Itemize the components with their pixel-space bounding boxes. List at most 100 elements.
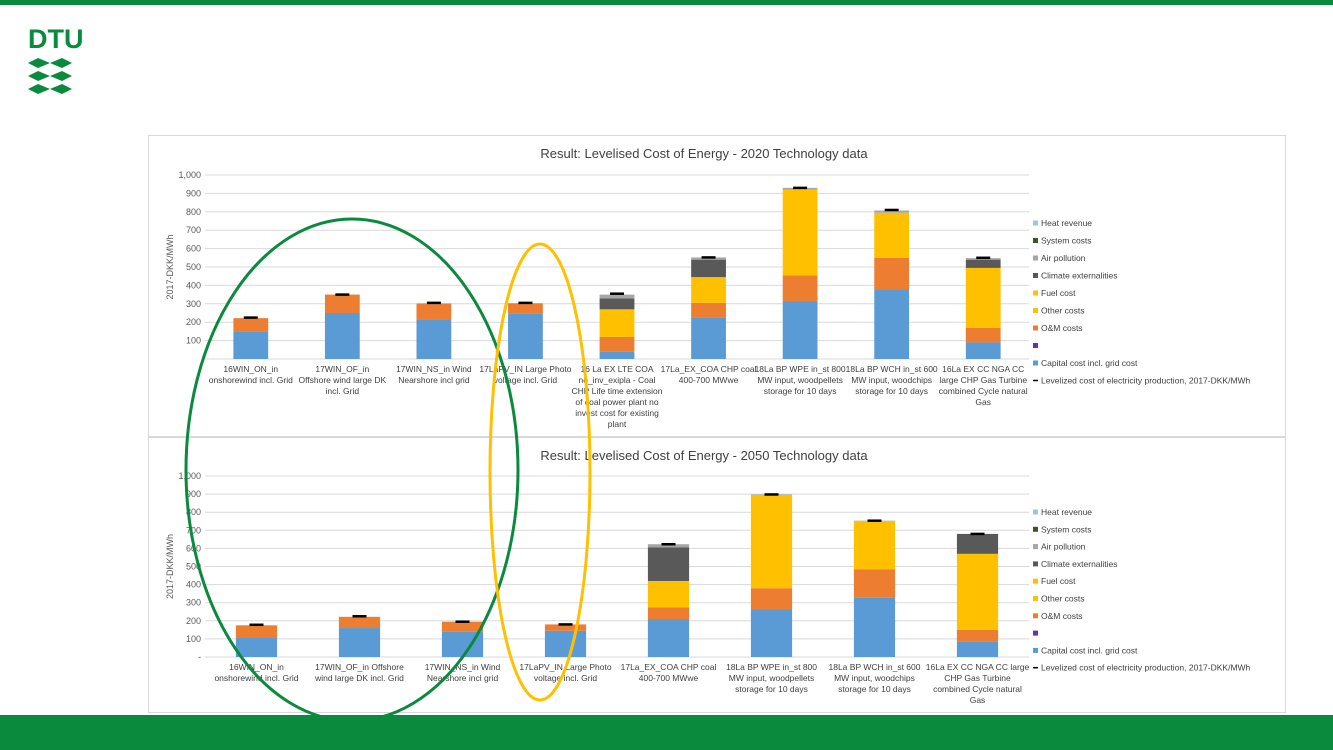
category-label: voltage incl. Grid	[494, 375, 558, 385]
bar-segment-capital-cost-incl-grid-cost	[853, 597, 896, 657]
category-label: of coal power plant no	[575, 397, 658, 407]
legend-label: Heat revenue	[1041, 218, 1092, 228]
bar-segment-climate-externalities	[691, 259, 726, 278]
bar-segment-o-m-costs	[233, 318, 269, 332]
category-label: 400-700 MWwe	[679, 375, 739, 385]
bar-segment-capital-cost-incl-grid-cost	[441, 631, 484, 657]
bar-segment-capital-cost-incl-grid-cost	[956, 641, 999, 657]
category-label: 17WIN_NS_in Wind	[425, 662, 501, 672]
bar-segment-o-m-costs	[691, 302, 726, 318]
legend-label: O&M costs	[1041, 323, 1083, 333]
bar-segment-capital-cost-incl-grid-cost	[782, 301, 818, 359]
bar-segment-other-costs	[599, 309, 635, 337]
legend-swatch	[1033, 360, 1038, 366]
legend-label: Fuel cost	[1041, 288, 1076, 298]
bar-segment-o-m-costs	[599, 336, 635, 352]
legend-swatch	[1033, 343, 1038, 348]
bar-segment-o-m-costs	[965, 327, 1001, 343]
legend-swatch	[1033, 613, 1038, 619]
legend-label: Climate externalities	[1041, 271, 1118, 281]
bar-segment-capital-cost-incl-grid-cost	[324, 313, 360, 359]
chart-2050-svg: Result: Levelised Cost of Energy - 2050 …	[165, 448, 1251, 705]
category-label: 16La EX CC NGA CC	[942, 364, 1024, 374]
bar-segment-other-costs	[750, 495, 793, 589]
y-tick-label: 900	[186, 489, 201, 499]
category-label: 17WIN_OF_in	[315, 364, 369, 374]
bar-segment-capital-cost-incl-grid-cost	[544, 630, 587, 657]
category-label: 17WIN_OF_in Offshore	[315, 662, 404, 672]
legend-label: Capital cost incl. grid cost	[1041, 358, 1138, 368]
bar-segment-o-m-costs	[647, 607, 690, 619]
category-label: MW input, woodchips	[851, 375, 932, 385]
legend-label: Capital cost incl. grid cost	[1041, 645, 1138, 655]
y-axis-title: 2017-DKK/MWh	[165, 534, 175, 599]
category-label: 16La EX CC NGA CC large	[926, 662, 1030, 672]
bar-segment-o-m-costs	[324, 294, 360, 313]
legend-swatch	[1033, 238, 1038, 243]
category-label: storage for 10 days	[838, 684, 911, 694]
category-label: incl. Grid	[326, 386, 360, 396]
bar-segment-capital-cost-incl-grid-cost	[235, 637, 278, 657]
category-label: storage for 10 days	[855, 386, 928, 396]
legend-label: Air pollution	[1041, 542, 1086, 552]
category-label: Offshore wind large DK	[298, 375, 386, 385]
category-label: Gas	[970, 695, 986, 705]
category-label: 16 La EX LTE COA	[580, 364, 653, 374]
category-label: 16WIN_ON_in	[229, 662, 284, 672]
legend-swatch	[1033, 325, 1038, 331]
y-tick-label: 400	[186, 580, 201, 590]
y-tick-label: 1,000	[178, 170, 201, 180]
bar-segment-capital-cost-incl-grid-cost	[691, 317, 726, 359]
bar-segment-o-m-costs	[416, 303, 452, 320]
bar-segment-capital-cost-incl-grid-cost	[416, 319, 452, 359]
chart-title: Result: Levelised Cost of Energy - 2050 …	[540, 448, 868, 463]
bottom-brand-bar	[0, 715, 1333, 750]
bar-segment-air-pollution	[599, 294, 635, 299]
bar-segment-climate-externalities	[956, 533, 999, 554]
y-tick-label: 200	[186, 317, 201, 327]
bar-segment-climate-externalities	[599, 298, 635, 310]
category-label: 400-700 MWwe	[639, 673, 699, 683]
category-label: Gas	[975, 397, 991, 407]
y-tick-label: 600	[186, 543, 201, 553]
chart-2050: Result: Levelised Cost of Energy - 2050 …	[148, 437, 1286, 713]
legend-swatch	[1033, 220, 1038, 226]
y-tick-label: -	[198, 652, 201, 662]
category-label: 18La BP WCH in_st 600	[829, 662, 921, 672]
dtu-waves-icon	[28, 58, 72, 94]
legend-swatch	[1033, 509, 1038, 515]
category-label: invest cost for existing	[575, 408, 659, 418]
chart-title: Result: Levelised Cost of Energy - 2020 …	[540, 146, 868, 161]
legend-label: Heat revenue	[1041, 507, 1092, 517]
dtu-logo-text: DTU	[28, 24, 84, 54]
legend-swatch	[1033, 526, 1038, 532]
category-label: 17WIN_NS_in Wind	[396, 364, 472, 374]
y-tick-label: 300	[186, 299, 201, 309]
legend-swatch	[1033, 578, 1038, 584]
y-tick-label: 100	[186, 336, 201, 346]
category-label: combined Cycle natural	[933, 684, 1022, 694]
bar-segment-capital-cost-incl-grid-cost	[750, 609, 793, 657]
bar-segment-o-m-costs	[338, 616, 381, 629]
legend-swatch	[1033, 561, 1038, 567]
chart-2020: Result: Levelised Cost of Energy - 2020 …	[148, 135, 1286, 437]
legend-swatch	[1033, 596, 1038, 601]
y-tick-label: 300	[186, 598, 201, 608]
y-tick-label: 800	[186, 207, 201, 217]
category-label: CHP Gas Turbine	[944, 673, 1011, 683]
chart-2020-svg: Result: Levelised Cost of Energy - 2020 …	[165, 146, 1251, 429]
bar-segment-other-costs	[782, 189, 818, 276]
legend-swatch	[1033, 308, 1038, 313]
category-label: 17LaPV_IN Large Photo	[479, 364, 571, 374]
bar-segment-o-m-costs	[750, 588, 793, 610]
y-tick-label: 700	[186, 225, 201, 235]
bar-segment-capital-cost-incl-grid-cost	[874, 290, 910, 359]
bar-segment-air-pollution	[647, 544, 690, 548]
y-tick-label: 800	[186, 507, 201, 517]
bar-segment-other-costs	[647, 580, 690, 608]
legend-swatch	[1033, 544, 1038, 550]
bar-segment-capital-cost-incl-grid-cost	[508, 313, 543, 359]
legend-label: Other costs	[1041, 594, 1084, 604]
category-label: MW input, woodpellets	[757, 375, 843, 385]
bar-segment-capital-cost-incl-grid-cost	[647, 618, 690, 657]
